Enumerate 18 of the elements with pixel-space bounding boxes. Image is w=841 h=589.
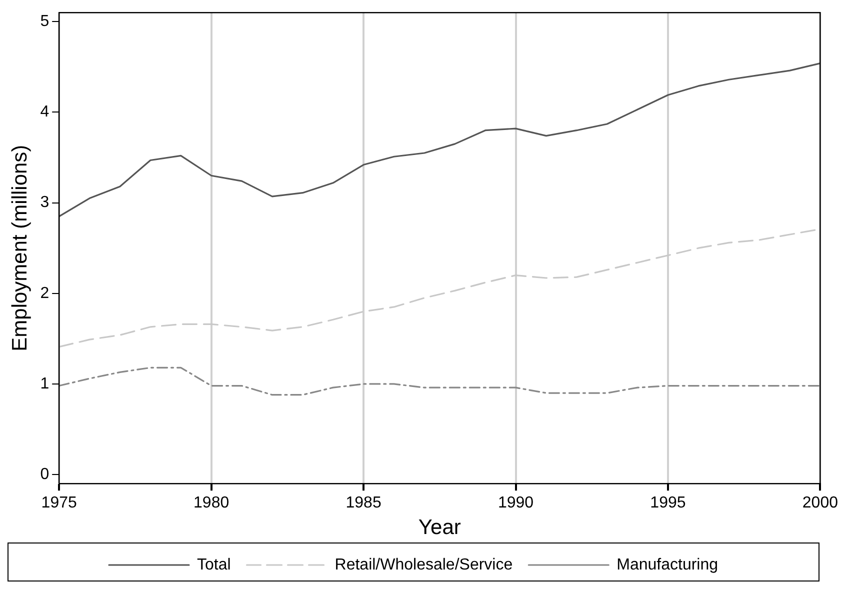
x-tick-label: 1990 [498, 494, 534, 512]
legend-label: Manufacturing [616, 556, 718, 574]
x-tick-label: 2000 [802, 494, 838, 512]
y-tick-label: 4 [40, 104, 50, 121]
x-tick-label: 1995 [650, 494, 686, 512]
y-tick-label: 3 [40, 194, 50, 212]
legend-label: Retail/Wholesale/Service [334, 556, 513, 574]
x-tick-label: 1985 [346, 494, 382, 512]
line-series [59, 366, 820, 396]
y-tick-label: 1 [40, 375, 50, 392]
x-tick-label: 1980 [194, 494, 230, 512]
x-axis-title: Year [418, 516, 461, 540]
y-axis-title: Employment (millions) [8, 144, 32, 352]
legend-label: Total [196, 556, 231, 574]
y-tick-label: 0 [40, 466, 50, 483]
y-tick-label: 2 [40, 284, 50, 302]
x-tick-label: 1975 [41, 494, 77, 512]
y-tick-label: 5 [40, 13, 50, 30]
